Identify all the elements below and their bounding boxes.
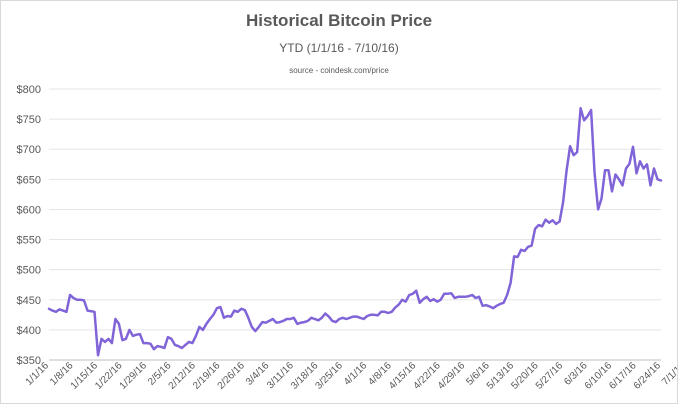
series-layer <box>47 107 663 357</box>
chart-subtitle: YTD (1/1/16 - 7/10/16) <box>279 41 399 55</box>
y-tick-label: $600 <box>17 204 41 216</box>
x-tick-label: 7/1/16 <box>660 360 677 388</box>
y-tick-label: $700 <box>17 144 41 156</box>
x-tick-label: 4/1/16 <box>342 360 370 388</box>
y-tick-label: $800 <box>17 84 41 96</box>
y-tick-label: $750 <box>17 114 41 126</box>
y-axis-ticks: $350 $400 $450 $500 $550 $600 $650 $700 $750 $800 <box>17 84 41 367</box>
y-tick-label: $650 <box>17 174 41 186</box>
x-tick-label: 5/27/16 <box>534 360 566 392</box>
y-tick-label: $550 <box>17 235 41 247</box>
x-tick-label: 4/29/16 <box>436 360 468 392</box>
x-tick-label: 1/29/16 <box>118 360 150 392</box>
x-tick-label: 3/25/16 <box>314 360 346 392</box>
chart-title: Historical Bitcoin Price <box>245 11 433 30</box>
y-tick-label: $350 <box>17 355 41 367</box>
x-tick-label: 2/26/16 <box>216 360 248 392</box>
price-line <box>47 107 663 357</box>
gridlines <box>49 88 661 361</box>
chart-source-note: source - coindesk.com/price <box>289 66 389 75</box>
x-axis-ticks: 1/1/161/8/161/15/161/22/161/29/162/5/162… <box>24 360 677 392</box>
x-tick-label: 6/24/16 <box>632 360 664 392</box>
y-tick-label: $400 <box>17 325 41 337</box>
y-tick-label: $450 <box>17 295 41 307</box>
y-tick-label: $500 <box>17 265 41 277</box>
